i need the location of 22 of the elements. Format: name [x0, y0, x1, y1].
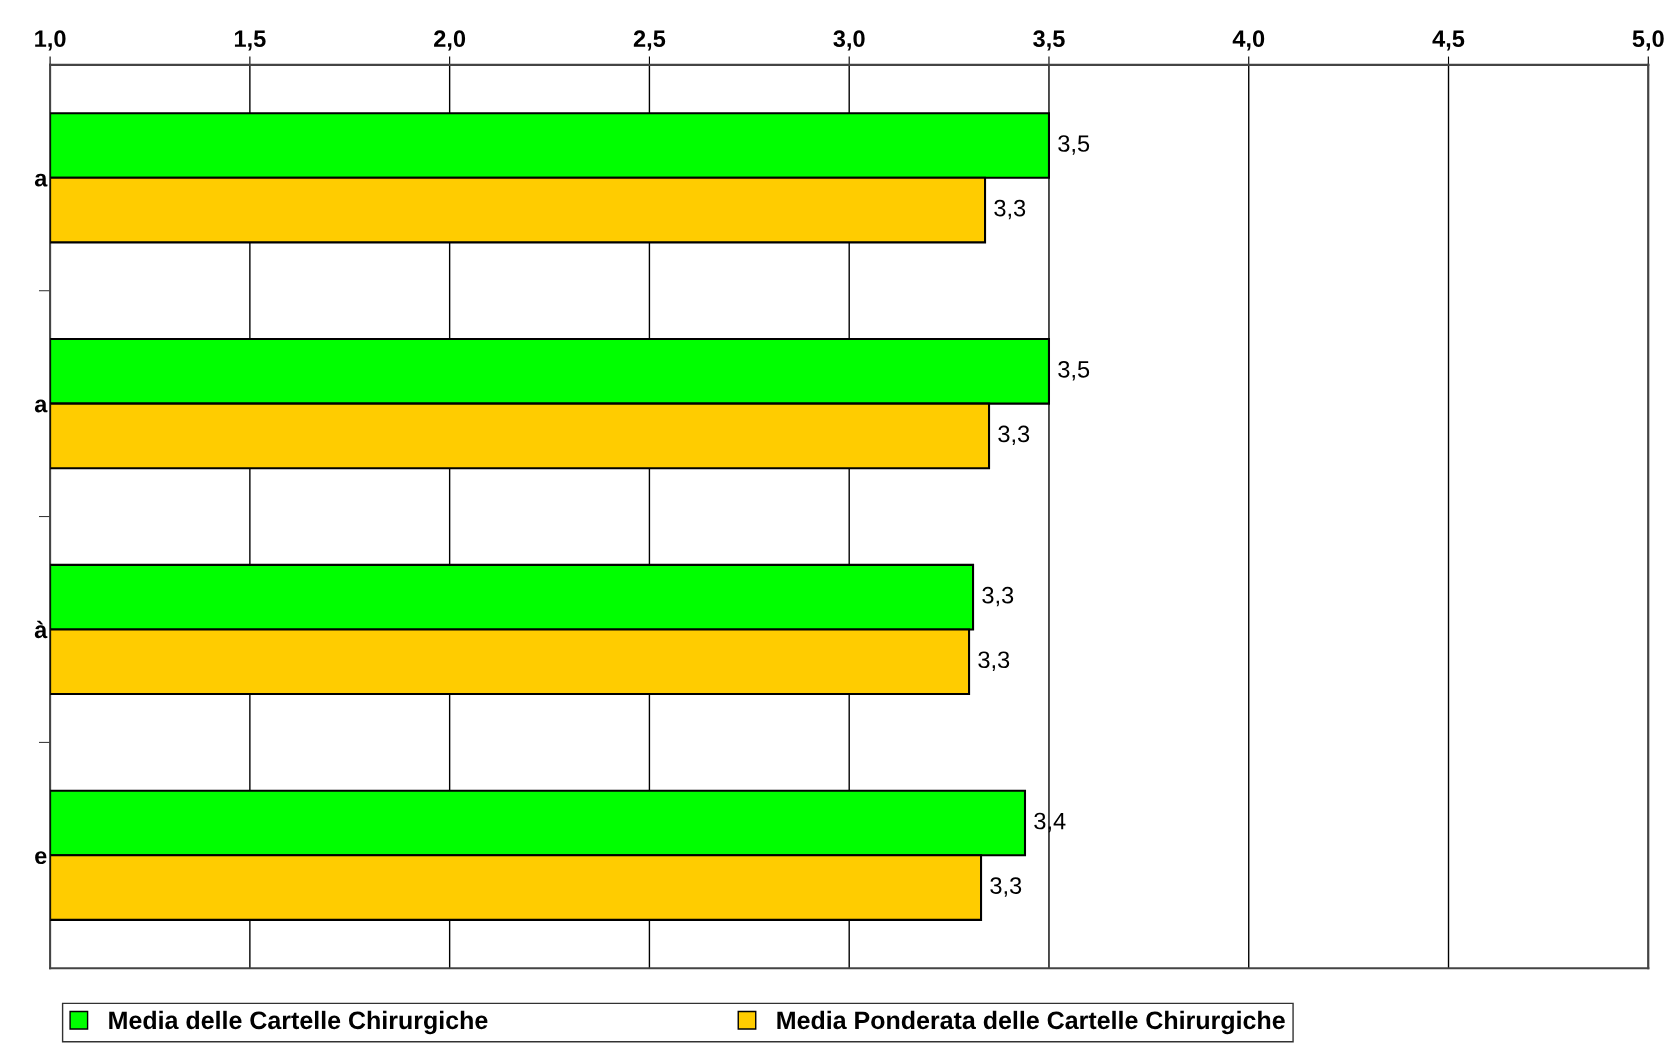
legend-label: Media Ponderata delle Cartelle Chirurgiche — [777, 1010, 1285, 1035]
x-tick-label: 4,0 — [1232, 30, 1265, 51]
legend-label: Media delle Cartelle Chirurgiche — [109, 1010, 488, 1035]
x-tick-label: 1,5 — [234, 30, 266, 51]
data-label: 3,3 — [978, 651, 1010, 671]
data-label: 3,3 — [998, 425, 1030, 446]
data-label: 3,3 — [994, 199, 1026, 220]
y-tick-label: e — [35, 851, 47, 865]
x-tick-label: 2,0 — [434, 30, 466, 51]
x-tick-label: 3,5 — [1033, 30, 1065, 51]
x-tick-label: 5,0 — [1632, 30, 1664, 51]
x-tick-label: 4,5 — [1432, 30, 1465, 51]
x-tick-label: 3,0 — [833, 30, 865, 51]
y-tick-label: a — [34, 173, 48, 187]
x-tick-label: 2,5 — [633, 30, 666, 51]
data-label: 3,5 — [1058, 135, 1090, 155]
data-label: 3,5 — [1058, 360, 1090, 381]
x-tick-label: 1,0 — [35, 30, 66, 51]
data-label: 3,3 — [982, 586, 1014, 607]
y-tick-label: à — [34, 620, 48, 639]
data-label: 3,3 — [990, 877, 1022, 897]
y-tick-label: a — [34, 399, 48, 413]
